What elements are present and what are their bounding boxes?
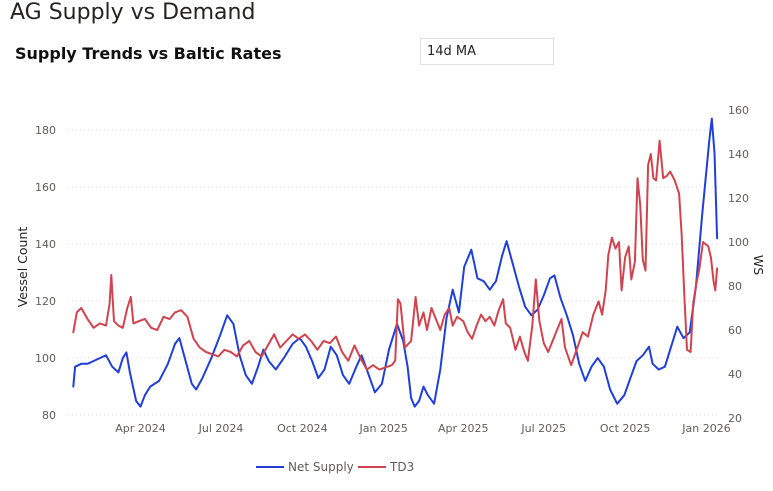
page-title: AG Supply vs Demand [10, 0, 256, 25]
y-axis-title-right: WS [751, 255, 766, 275]
y-axis-title-left: Vessel Count [15, 227, 30, 308]
left-axis-ticks: 80 100 120 140 160 180 [35, 124, 56, 422]
legend-label-net-supply[interactable]: Net Supply [288, 460, 354, 474]
y2-tick-label: 80 [728, 280, 742, 293]
y-tick-label: 160 [35, 181, 56, 194]
series-lines [72, 117, 719, 408]
y-tick-label: 180 [35, 124, 56, 137]
x-tick-label: Apr 2024 [115, 422, 166, 435]
x-tick-label: Jul 2025 [520, 422, 566, 435]
y-tick-label: 140 [35, 238, 56, 251]
y-tick-label: 120 [35, 295, 56, 308]
y2-tick-label: 40 [728, 368, 742, 381]
y-tick-label: 100 [35, 352, 56, 365]
moving-average-selector[interactable]: 14d MA [420, 38, 554, 65]
y2-tick-label: 140 [728, 148, 749, 161]
x-axis-ticks: Apr 2024 Jul 2024 Oct 2024 Jan 2025 Apr 2025… [115, 422, 730, 435]
right-axis-ticks: 20 40 60 80 100 120 140 160 [728, 104, 749, 425]
x-tick-label: Oct 2024 [277, 422, 328, 435]
y2-tick-label: 60 [728, 324, 742, 337]
x-tick-label: Jul 2024 [198, 422, 244, 435]
chart-title: Supply Trends vs Baltic Rates [15, 44, 282, 63]
x-tick-label: Jan 2025 [358, 422, 407, 435]
legend-label-td3[interactable]: TD3 [389, 460, 414, 474]
x-tick-label: Oct 2025 [600, 422, 651, 435]
y2-tick-label: 20 [728, 412, 742, 425]
y-tick-label: 80 [42, 409, 56, 422]
x-tick-label: Apr 2025 [438, 422, 489, 435]
gridlines [68, 129, 718, 416]
series-line-td3[interactable] [72, 139, 719, 371]
y2-tick-label: 100 [728, 236, 749, 249]
series-line-net-supply[interactable] [72, 117, 719, 408]
legend[interactable]: Net Supply TD3 [256, 460, 414, 474]
y2-tick-label: 160 [728, 104, 749, 117]
x-tick-label: Jan 2026 [681, 422, 730, 435]
y2-tick-label: 120 [728, 192, 749, 205]
